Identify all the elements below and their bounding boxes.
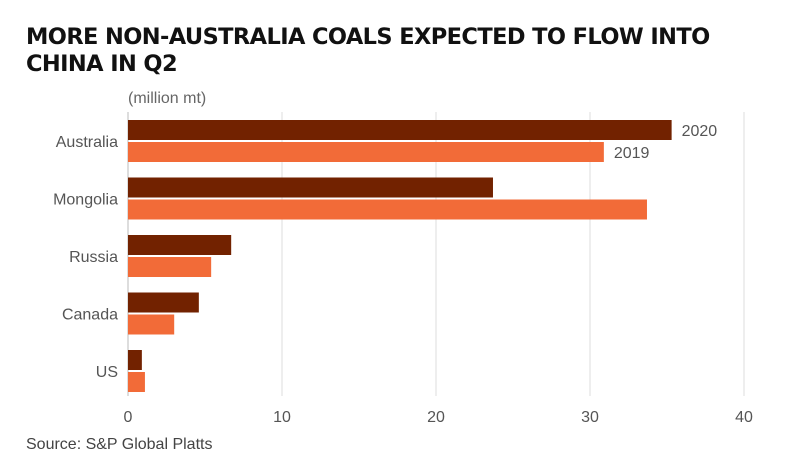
category-label: Canada (62, 307, 118, 324)
source-note: Source: S&P Global Platts (26, 436, 213, 453)
x-tick-label: 20 (427, 409, 445, 426)
x-tick-label: 40 (735, 409, 753, 426)
unit-label: (million mt) (128, 90, 206, 107)
bar-2019-canada (128, 314, 175, 335)
chart-title: MORE NON-AUSTRALIA COALS EXPECTED TO FLO… (26, 24, 710, 77)
x-tick-labels: 0 10 20 30 40 (124, 409, 753, 426)
bar-2020-canada (128, 292, 199, 313)
bar-2020-us (128, 350, 142, 370)
series-label-2020: 2020 (682, 123, 718, 140)
bar-2020-russia (128, 235, 232, 255)
bar-2019-russia (128, 257, 212, 277)
bar-2020-australia (128, 120, 672, 140)
series-label-2019: 2019 (614, 145, 650, 162)
bar-2019-us (128, 372, 145, 392)
category-labels: Australia Mongolia Russia Canada US (53, 134, 118, 381)
bar-2019-mongolia (128, 199, 647, 220)
bar-2019-australia (128, 142, 604, 162)
bar-2020-mongolia (128, 177, 493, 198)
category-label: Russia (69, 249, 118, 266)
category-label: Australia (56, 134, 118, 151)
x-tick-label: 10 (273, 409, 291, 426)
category-label: Mongolia (53, 192, 118, 209)
x-tick-label: 30 (581, 409, 599, 426)
x-tick-label: 0 (124, 409, 133, 426)
category-label: US (96, 364, 118, 381)
bars (128, 120, 672, 392)
series-labels: 2020 2019 (614, 123, 717, 162)
